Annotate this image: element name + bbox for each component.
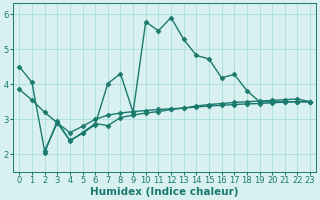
X-axis label: Humidex (Indice chaleur): Humidex (Indice chaleur) xyxy=(91,187,239,197)
